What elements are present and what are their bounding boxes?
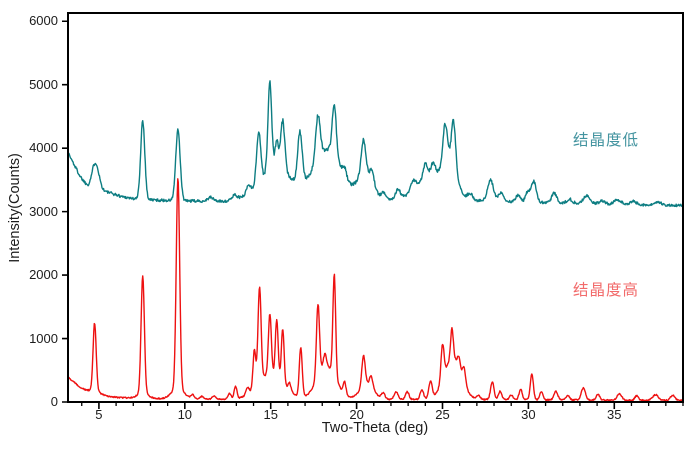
x-tick-label: 35 [607, 407, 622, 422]
x-tick-label: 10 [177, 407, 193, 422]
x-axis-title: Two-Theta (deg) [321, 420, 429, 436]
y-tick-label: 5000 [29, 76, 58, 92]
x-tick-label: 5 [95, 407, 103, 422]
x-tick-label: 30 [521, 407, 536, 422]
y-tick-label: 1000 [29, 330, 58, 346]
y-tick-label: 0 [50, 394, 58, 409]
y-tick-label: 6000 [29, 13, 58, 29]
x-tick-label: 25 [435, 407, 450, 422]
y-tick-label: 2000 [29, 267, 58, 283]
y-tick-label: 4000 [29, 140, 58, 156]
x-tick-label: 15 [263, 407, 278, 422]
y-tick-label: 3000 [29, 203, 58, 219]
x-tick-label: 20 [349, 407, 364, 422]
series-label-high-crystallinity: 结晶度高 [573, 282, 640, 300]
series-label-low-crystallinity: 结晶度低 [573, 131, 640, 149]
